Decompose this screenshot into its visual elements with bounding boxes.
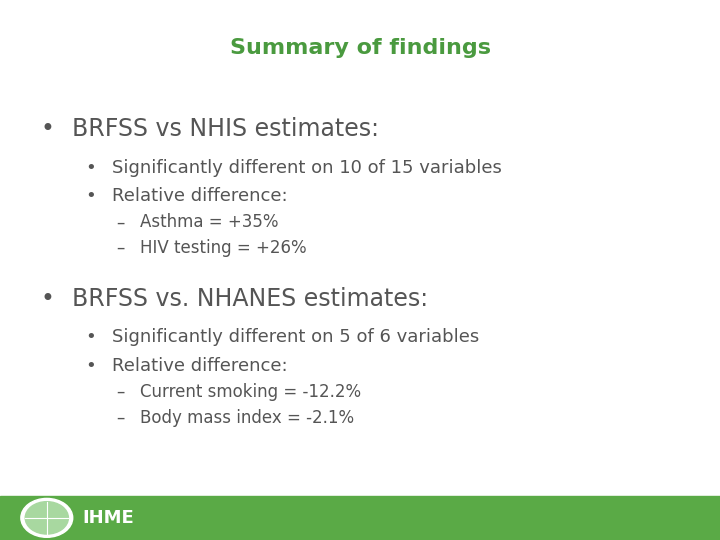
Text: –: –: [116, 383, 125, 401]
Text: •: •: [85, 328, 96, 346]
Text: Relative difference:: Relative difference:: [112, 187, 287, 205]
Bar: [0, 496, 720, 540]
Text: –: –: [116, 239, 125, 257]
Text: •: •: [85, 159, 96, 177]
Text: –: –: [116, 213, 125, 232]
Circle shape: [25, 502, 68, 534]
Text: Summary of findings: Summary of findings: [230, 38, 490, 58]
Text: –: –: [116, 409, 125, 427]
Text: Body mass index = -2.1%: Body mass index = -2.1%: [140, 409, 354, 427]
Text: Relative difference:: Relative difference:: [112, 357, 287, 375]
Text: BRFSS vs. NHANES estimates:: BRFSS vs. NHANES estimates:: [72, 287, 428, 311]
Text: Asthma = +35%: Asthma = +35%: [140, 213, 279, 232]
Circle shape: [21, 498, 73, 537]
Text: •: •: [85, 187, 96, 205]
Text: IHME: IHME: [83, 509, 135, 527]
Text: Significantly different on 5 of 6 variables: Significantly different on 5 of 6 variab…: [112, 328, 479, 346]
Text: •: •: [40, 117, 54, 141]
Text: HIV testing = +26%: HIV testing = +26%: [140, 239, 307, 257]
Text: BRFSS vs NHIS estimates:: BRFSS vs NHIS estimates:: [72, 117, 379, 141]
Text: •: •: [40, 287, 54, 311]
Text: Significantly different on 10 of 15 variables: Significantly different on 10 of 15 vari…: [112, 159, 501, 177]
Text: Current smoking = -12.2%: Current smoking = -12.2%: [140, 383, 361, 401]
Text: •: •: [85, 357, 96, 375]
